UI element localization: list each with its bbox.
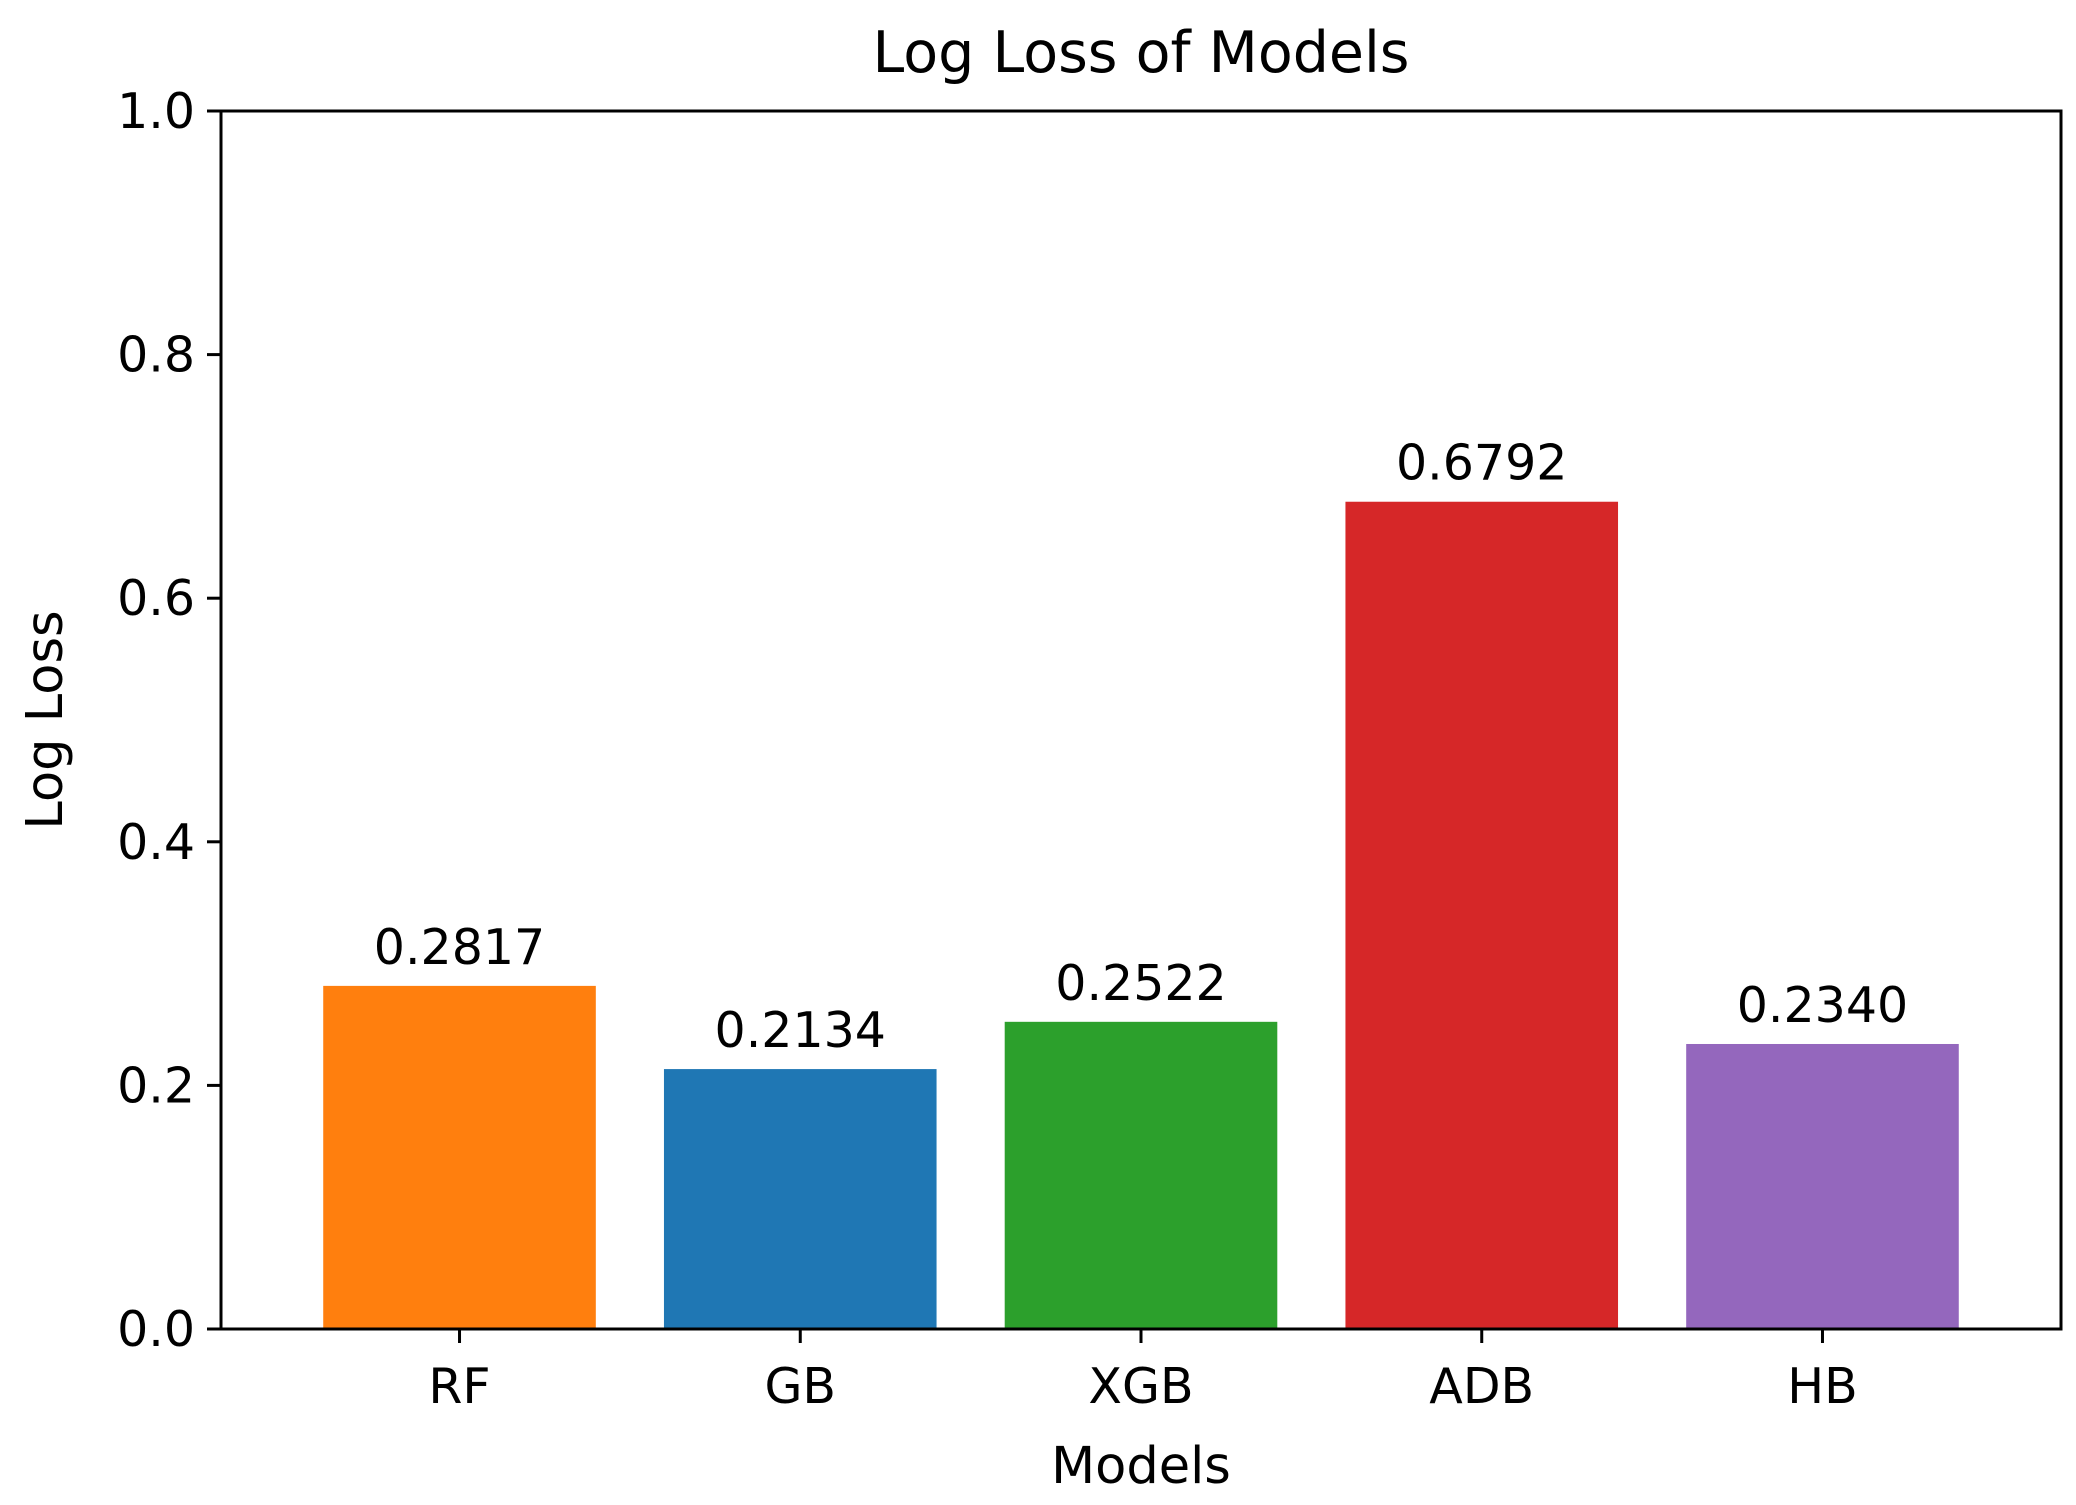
bar-value-label: 0.2522	[1055, 955, 1226, 1012]
y-axis-label: Log Loss	[16, 610, 75, 829]
bar-value-label: 0.2817	[374, 919, 545, 976]
bar-xgb	[1004, 1021, 1278, 1329]
y-tick-label: 0.4	[117, 814, 195, 871]
x-tick-label: RF	[428, 1358, 490, 1415]
x-tick-label: XGB	[1088, 1358, 1193, 1415]
y-axis: 0.0 0.2 0.4 0.6 0.8 1.0	[117, 83, 221, 1358]
bars-group	[323, 501, 1959, 1330]
x-axis-label: Models	[1051, 1437, 1231, 1496]
bar-adb	[1345, 501, 1619, 1330]
bar-value-label: 0.6792	[1396, 435, 1567, 492]
x-tick-label: ADB	[1429, 1358, 1534, 1415]
y-tick-label: 0.0	[117, 1301, 195, 1358]
bar-value-label: 0.2134	[715, 1002, 886, 1059]
chart-title: Log Loss of Models	[873, 20, 1410, 86]
y-tick-label: 0.6	[117, 570, 195, 627]
bar-value-label: 0.2340	[1737, 977, 1908, 1034]
x-tick-label: GB	[764, 1358, 836, 1415]
plot-area: 0.2817 0.2134 0.2522 0.6792 0.2340 0.0 0.2 0.4…	[117, 83, 2063, 1415]
bar-gb	[663, 1069, 937, 1329]
y-tick-label: 1.0	[117, 83, 195, 140]
value-labels-group: 0.2817 0.2134 0.2522 0.6792 0.2340	[374, 435, 1908, 1059]
bar-hb	[1686, 1043, 1959, 1329]
x-axis: RF GB XGB ADB HB	[428, 1329, 1858, 1415]
y-tick-label: 0.2	[117, 1057, 195, 1114]
y-tick-label: 0.8	[117, 327, 195, 384]
bar-rf	[323, 985, 596, 1329]
x-tick-label: HB	[1787, 1358, 1857, 1415]
